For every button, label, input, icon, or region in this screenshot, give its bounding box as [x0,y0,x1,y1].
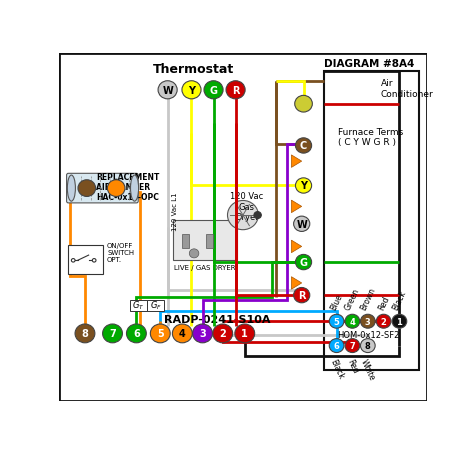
Circle shape [376,315,391,328]
Text: G: G [210,86,218,96]
Text: W: W [296,219,307,229]
Circle shape [293,216,310,232]
Circle shape [182,82,201,100]
Text: R: R [298,290,305,300]
Text: Brown: Brown [359,285,377,311]
Bar [173,221,237,261]
Text: Black: Black [391,289,408,311]
Circle shape [295,138,311,154]
Circle shape [158,82,177,100]
Text: 3: 3 [199,329,206,339]
Circle shape [92,259,96,262]
Text: R: R [232,86,239,96]
Text: C: C [300,141,307,151]
Text: Y: Y [188,86,195,96]
Circle shape [127,324,146,343]
Circle shape [228,201,258,230]
Circle shape [293,288,310,303]
Circle shape [295,179,311,194]
Circle shape [78,180,96,197]
Circle shape [345,315,360,328]
Polygon shape [292,240,301,253]
Circle shape [360,315,375,328]
Text: $G_F$: $G_F$ [149,299,162,312]
Text: $G_T$: $G_T$ [132,299,145,312]
Polygon shape [292,277,301,290]
Ellipse shape [130,175,138,202]
Text: Red: Red [376,294,391,311]
Circle shape [173,324,192,343]
Circle shape [204,82,223,100]
Polygon shape [292,156,301,168]
Bar [130,300,146,311]
Text: 120 Vac L1: 120 Vac L1 [172,192,178,230]
Text: Red: Red [345,357,360,374]
Text: Blue: Blue [329,292,344,311]
Text: G: G [300,258,308,267]
Text: RADP-0241-S10A: RADP-0241-S10A [164,315,271,325]
Text: Air
Conditioner: Air Conditioner [381,79,433,98]
Text: 2: 2 [381,317,387,326]
Text: Y: Y [300,181,307,191]
Text: ON/OFF
SWITCH
OPT.: ON/OFF SWITCH OPT. [107,242,134,262]
Bar [68,245,103,275]
Circle shape [345,339,360,353]
Circle shape [192,324,212,343]
Circle shape [329,339,344,353]
Circle shape [329,315,344,328]
Text: W: W [162,86,173,96]
Text: Furnace Terms
( C Y W G R ): Furnace Terms ( C Y W G R ) [338,128,404,147]
Ellipse shape [67,175,75,202]
Text: 7: 7 [109,329,116,339]
Bar [147,300,164,311]
Bar [182,235,189,249]
Text: DIAGRAM #8A4: DIAGRAM #8A4 [325,60,415,69]
Text: 4: 4 [179,329,186,339]
Text: 2: 2 [219,329,226,339]
Circle shape [150,324,170,343]
Text: HOM-0x12-SF2: HOM-0x12-SF2 [337,330,399,339]
Text: 1: 1 [241,329,248,339]
Text: 4: 4 [349,317,356,326]
Text: Green: Green [344,286,361,311]
Circle shape [295,255,311,270]
Polygon shape [292,201,301,213]
Text: 5: 5 [157,329,164,339]
Text: 120 Vac
Gas
Dryer: 120 Vac Gas Dryer [230,192,263,222]
Circle shape [295,96,312,113]
Text: LIVE / GAS DRYER: LIVE / GAS DRYER [174,264,236,270]
Circle shape [102,324,122,343]
Circle shape [213,324,233,343]
Text: REPLACEMENT
AIR DAMPER
HAC-0x10-OPC: REPLACEMENT AIR DAMPER HAC-0x10-OPC [96,172,159,202]
Circle shape [72,259,75,262]
Circle shape [226,82,245,100]
Circle shape [360,339,375,353]
Text: 5: 5 [334,317,339,326]
Text: 8: 8 [82,329,89,339]
Circle shape [235,324,255,343]
Circle shape [254,212,261,219]
Text: Thermostat: Thermostat [153,63,234,76]
Circle shape [75,324,95,343]
Text: Black: Black [328,357,345,379]
Text: 7: 7 [349,341,356,350]
Text: 1: 1 [396,317,402,326]
Circle shape [392,315,407,328]
FancyBboxPatch shape [66,174,138,203]
Circle shape [189,249,199,258]
Text: 6: 6 [133,329,140,339]
Text: 3: 3 [365,317,371,326]
Text: White: White [359,357,377,381]
Text: 8: 8 [365,341,371,350]
Bar [324,71,419,370]
Bar [206,235,213,249]
Circle shape [108,180,125,197]
Text: 6: 6 [334,341,339,350]
